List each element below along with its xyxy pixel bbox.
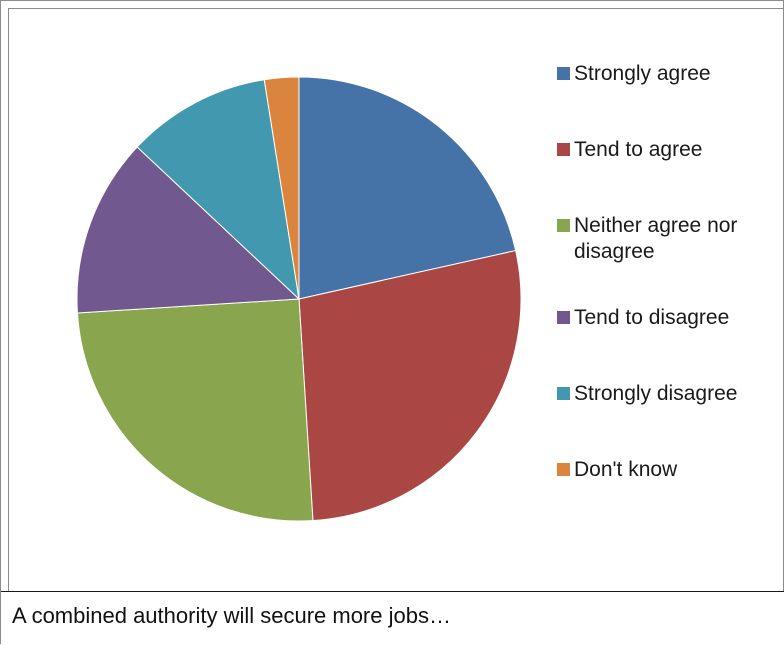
legend-swatch [557,219,570,232]
legend-item-tend-to-agree: Tend to agree [557,137,781,163]
legend-item-tend-to-disagree: Tend to disagree [557,305,781,331]
chart-area: Strongly agree Tend to agree Neither agree… [8,8,784,592]
legend-label: Strongly disagree [574,382,738,405]
pie-slice-don-t-know [263,76,300,300]
legend-swatch [557,143,570,156]
caption-box: A combined authority will secure more jo… [1,591,784,645]
pie-slice-tend-to-agree [298,249,522,522]
legend-label: Don't know [574,458,678,481]
pie-slice-strongly-agree [298,76,517,300]
legend-item-don-t-know: Don't know [557,457,781,483]
chart-caption: A combined authority will secure more jo… [12,603,451,628]
pie-slice-tend-to-disagree [76,146,301,314]
legend-swatch [557,67,570,80]
legend-item-strongly-agree: Strongly agree [557,61,781,87]
legend-label: Tend to disagree [574,306,730,329]
legend-label: Neither agree nor disagree [574,214,738,263]
legend-swatch [557,463,570,476]
pie-slice-neither-agree-nor-disagree [76,298,314,522]
legend-item-strongly-disagree: Strongly disagree [557,381,781,407]
legend-swatch [557,311,570,324]
legend-item-neither-agree-nor-disagree: Neither agree nor disagree [557,213,781,265]
legend-swatch [557,387,570,400]
pie-slice-strongly-disagree [136,79,300,301]
legend-label: Tend to agree [574,138,703,161]
legend-label: Strongly agree [574,62,711,85]
pie-chart [76,76,522,522]
